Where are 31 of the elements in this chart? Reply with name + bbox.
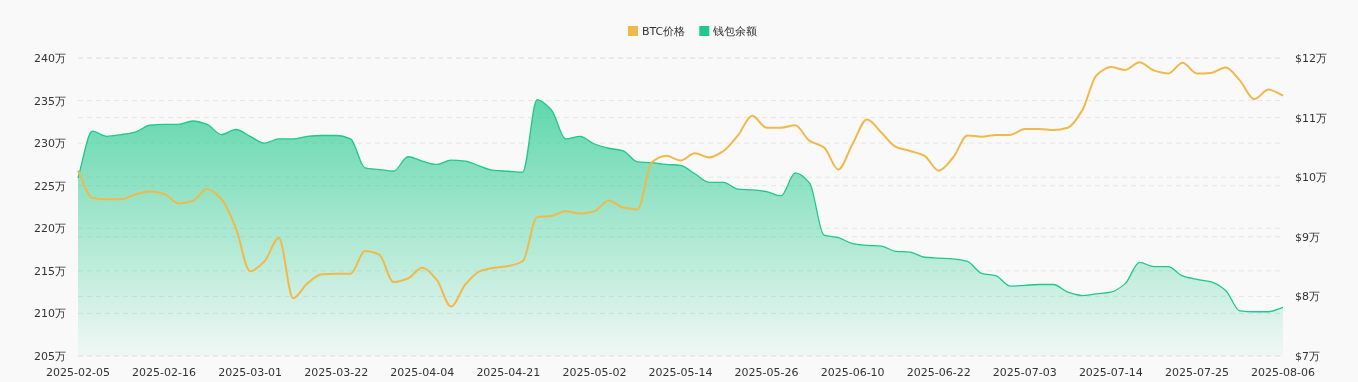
x-tick-label: 2025-04-04 — [390, 366, 455, 379]
x-tick-label: 2025-06-22 — [906, 366, 971, 379]
y2-tick-label: $11万 — [1295, 111, 1327, 125]
y2-tick-label: $12万 — [1295, 52, 1327, 65]
x-tick-label: 2025-05-26 — [734, 366, 799, 379]
y-tick-label: 215万 — [34, 264, 66, 278]
legend-label: 钱包余额 — [712, 25, 758, 38]
y2-tick-label: $10万 — [1295, 171, 1327, 185]
x-tick-label: 2025-07-03 — [992, 366, 1057, 379]
x-tick-label: 2025-05-14 — [648, 366, 713, 379]
legend-label: BTC价格 — [642, 25, 686, 38]
x-tick-label: 2025-02-05 — [46, 366, 110, 379]
x-tick-label: 2025-02-16 — [132, 366, 197, 379]
x-tick-label: 2025-07-25 — [1164, 366, 1229, 379]
y-tick-label: 205万 — [34, 350, 66, 363]
y-tick-label: 225万 — [34, 179, 66, 193]
y-tick-label: 235万 — [34, 94, 66, 108]
x-tick-label: 2025-05-02 — [562, 366, 627, 379]
x-tick-label: 2025-07-14 — [1078, 366, 1143, 379]
y2-tick-label: $7万 — [1295, 350, 1320, 363]
y-tick-label: 230万 — [34, 137, 66, 151]
x-tick-label: 2025-08-06 — [1251, 366, 1315, 379]
y2-tick-label: $9万 — [1295, 230, 1320, 244]
x-tick-label: 2025-04-21 — [476, 366, 541, 379]
x-tick-label: 2025-03-01 — [218, 366, 283, 379]
y2-tick-label: $8万 — [1295, 290, 1320, 304]
x-tick-label: 2025-06-10 — [820, 366, 885, 379]
x-tick-label: 2025-03-22 — [304, 366, 369, 379]
y-tick-label: 220万 — [34, 222, 66, 236]
y-tick-label: 240万 — [34, 52, 66, 65]
y-tick-label: 210万 — [34, 307, 66, 321]
